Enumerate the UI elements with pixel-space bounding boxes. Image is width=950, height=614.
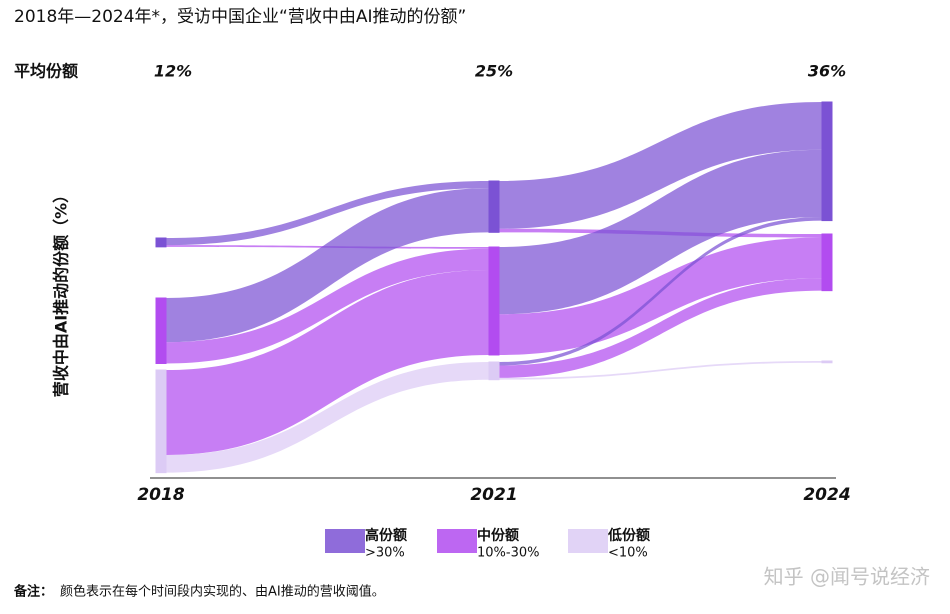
legend-range: >30% <box>365 546 405 561</box>
flow-link <box>166 248 489 364</box>
legend-range: 10%-30% <box>477 546 539 561</box>
legend-label: 低份额 <box>607 527 650 544</box>
node <box>488 361 500 381</box>
legend-range: <10% <box>608 546 648 561</box>
average-label: 平均份额 <box>14 62 78 81</box>
average-value: 36% <box>808 62 846 81</box>
flow-link <box>499 237 822 355</box>
x-tick-label: 2021 <box>470 485 517 505</box>
flow-link <box>499 149 822 315</box>
legend-swatch <box>437 529 477 553</box>
flow-link <box>499 278 822 378</box>
flow-link <box>499 102 822 229</box>
nodes <box>155 101 833 474</box>
node <box>821 233 833 292</box>
x-tick-label: 2024 <box>803 485 850 505</box>
legend-swatch <box>568 529 608 553</box>
node <box>488 246 500 356</box>
legend-label: 中份额 <box>477 527 519 544</box>
flow-link <box>499 217 822 366</box>
flow-link <box>166 181 489 246</box>
average-value: 12% <box>154 62 192 81</box>
note-text: 颜色表示在每个时间段内实现的、由AI推动的营收阈值。 <box>60 584 385 600</box>
watermark: 知乎 @闻号说经济 <box>764 565 930 589</box>
links <box>166 102 822 473</box>
node <box>821 360 833 364</box>
flow-link <box>166 362 489 473</box>
average-value: 25% <box>475 62 513 81</box>
chart-title: 2018年—2024年*，受访中国企业“营收中由AI推动的份额” <box>14 7 466 27</box>
y-axis-label: 营收中由AI推动的份额（%） <box>52 187 71 397</box>
x-tick-label: 2018 <box>137 485 184 505</box>
node <box>821 101 833 222</box>
node <box>155 237 167 248</box>
flow-link <box>166 270 489 455</box>
flow-link <box>499 361 822 380</box>
node <box>155 369 167 474</box>
note-label: 备注： <box>13 584 53 600</box>
legend-label: 高份额 <box>365 527 407 544</box>
legend-swatch <box>325 529 365 553</box>
node <box>155 297 167 364</box>
node <box>488 180 500 233</box>
flow-link <box>166 188 489 343</box>
